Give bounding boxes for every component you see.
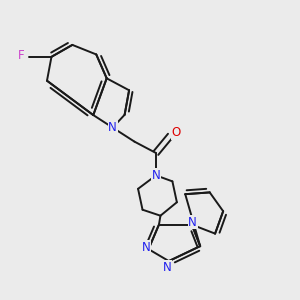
Text: N: N [108, 121, 117, 134]
Text: N: N [142, 241, 151, 254]
Text: F: F [18, 49, 25, 62]
Text: N: N [188, 216, 197, 229]
Text: N: N [163, 261, 172, 274]
Text: N: N [152, 169, 160, 182]
Text: O: O [172, 126, 181, 139]
